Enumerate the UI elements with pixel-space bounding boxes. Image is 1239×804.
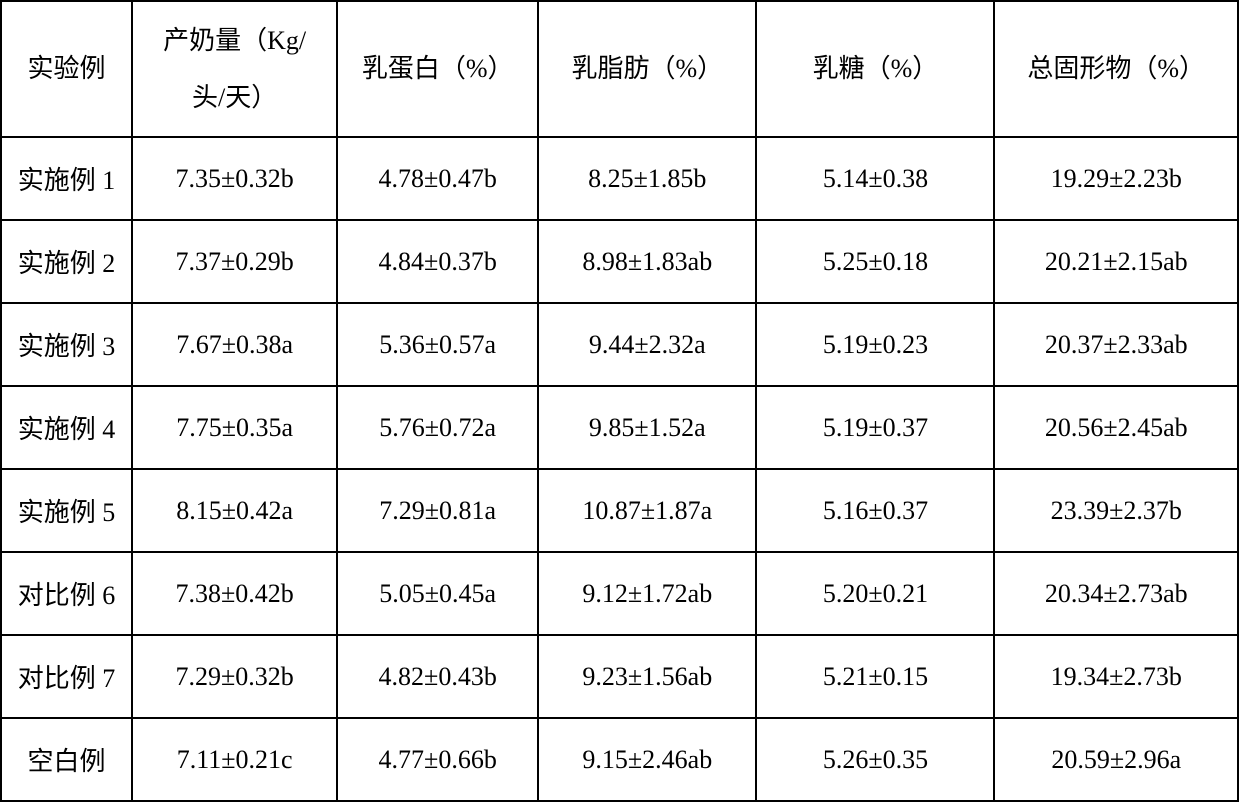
cell-solids: 20.34±2.73ab xyxy=(994,552,1238,635)
cell-milk-yield: 7.75±0.35a xyxy=(132,386,337,469)
table-row: 实施例 3 7.67±0.38a 5.36±0.57a 9.44±2.32a 5… xyxy=(1,303,1238,386)
header-fat: 乳脂肪（%） xyxy=(538,1,756,137)
cell-fat: 9.15±2.46ab xyxy=(538,718,756,801)
cell-lactose: 5.16±0.37 xyxy=(756,469,994,552)
cell-fat: 8.98±1.83ab xyxy=(538,220,756,303)
cell-protein: 7.29±0.81a xyxy=(337,469,538,552)
cell-fat: 10.87±1.87a xyxy=(538,469,756,552)
cell-solids: 19.34±2.73b xyxy=(994,635,1238,718)
cell-lactose: 5.14±0.38 xyxy=(756,137,994,220)
cell-lactose: 5.21±0.15 xyxy=(756,635,994,718)
table-row: 实施例 2 7.37±0.29b 4.84±0.37b 8.98±1.83ab … xyxy=(1,220,1238,303)
cell-protein: 4.84±0.37b xyxy=(337,220,538,303)
data-table: 实验例 产奶量（Kg/头/天） 乳蛋白（%） 乳脂肪（%） 乳糖（%） 总固形物… xyxy=(0,0,1239,802)
cell-protein: 5.36±0.57a xyxy=(337,303,538,386)
cell-milk-yield: 7.11±0.21c xyxy=(132,718,337,801)
cell-lactose: 5.19±0.23 xyxy=(756,303,994,386)
cell-milk-yield: 7.37±0.29b xyxy=(132,220,337,303)
cell-milk-yield: 7.67±0.38a xyxy=(132,303,337,386)
header-lactose: 乳糖（%） xyxy=(756,1,994,137)
cell-label: 实施例 3 xyxy=(1,303,132,386)
header-experiment: 实验例 xyxy=(1,1,132,137)
header-row: 实验例 产奶量（Kg/头/天） 乳蛋白（%） 乳脂肪（%） 乳糖（%） 总固形物… xyxy=(1,1,1238,137)
cell-solids: 23.39±2.37b xyxy=(994,469,1238,552)
table-row: 对比例 6 7.38±0.42b 5.05±0.45a 9.12±1.72ab … xyxy=(1,552,1238,635)
cell-label: 实施例 4 xyxy=(1,386,132,469)
cell-fat: 8.25±1.85b xyxy=(538,137,756,220)
cell-milk-yield: 8.15±0.42a xyxy=(132,469,337,552)
cell-label: 实施例 2 xyxy=(1,220,132,303)
cell-label: 空白例 xyxy=(1,718,132,801)
cell-fat: 9.23±1.56ab xyxy=(538,635,756,718)
cell-protein: 4.82±0.43b xyxy=(337,635,538,718)
table-body: 实施例 1 7.35±0.32b 4.78±0.47b 8.25±1.85b 5… xyxy=(1,137,1238,801)
cell-protein: 4.78±0.47b xyxy=(337,137,538,220)
cell-milk-yield: 7.29±0.32b xyxy=(132,635,337,718)
cell-solids: 19.29±2.23b xyxy=(994,137,1238,220)
cell-lactose: 5.19±0.37 xyxy=(756,386,994,469)
cell-solids: 20.56±2.45ab xyxy=(994,386,1238,469)
cell-protein: 4.77±0.66b xyxy=(337,718,538,801)
cell-protein: 5.76±0.72a xyxy=(337,386,538,469)
cell-lactose: 5.20±0.21 xyxy=(756,552,994,635)
table-row: 实施例 1 7.35±0.32b 4.78±0.47b 8.25±1.85b 5… xyxy=(1,137,1238,220)
header-protein: 乳蛋白（%） xyxy=(337,1,538,137)
table-row: 实施例 4 7.75±0.35a 5.76±0.72a 9.85±1.52a 5… xyxy=(1,386,1238,469)
header-milk-yield-line2: 头/天） xyxy=(192,83,277,112)
cell-protein: 5.05±0.45a xyxy=(337,552,538,635)
header-milk-yield-line1: 产奶量（Kg/ xyxy=(163,26,306,55)
cell-milk-yield: 7.35±0.32b xyxy=(132,137,337,220)
cell-label: 对比例 6 xyxy=(1,552,132,635)
cell-fat: 9.12±1.72ab xyxy=(538,552,756,635)
cell-label: 实施例 5 xyxy=(1,469,132,552)
cell-solids: 20.59±2.96a xyxy=(994,718,1238,801)
table-row: 空白例 7.11±0.21c 4.77±0.66b 9.15±2.46ab 5.… xyxy=(1,718,1238,801)
header-solids: 总固形物（%） xyxy=(994,1,1238,137)
header-milk-yield: 产奶量（Kg/头/天） xyxy=(132,1,337,137)
table-header: 实验例 产奶量（Kg/头/天） 乳蛋白（%） 乳脂肪（%） 乳糖（%） 总固形物… xyxy=(1,1,1238,137)
cell-label: 对比例 7 xyxy=(1,635,132,718)
table-row: 实施例 5 8.15±0.42a 7.29±0.81a 10.87±1.87a … xyxy=(1,469,1238,552)
cell-lactose: 5.26±0.35 xyxy=(756,718,994,801)
cell-solids: 20.37±2.33ab xyxy=(994,303,1238,386)
table-row: 对比例 7 7.29±0.32b 4.82±0.43b 9.23±1.56ab … xyxy=(1,635,1238,718)
cell-solids: 20.21±2.15ab xyxy=(994,220,1238,303)
cell-milk-yield: 7.38±0.42b xyxy=(132,552,337,635)
cell-lactose: 5.25±0.18 xyxy=(756,220,994,303)
cell-label: 实施例 1 xyxy=(1,137,132,220)
cell-fat: 9.85±1.52a xyxy=(538,386,756,469)
cell-fat: 9.44±2.32a xyxy=(538,303,756,386)
